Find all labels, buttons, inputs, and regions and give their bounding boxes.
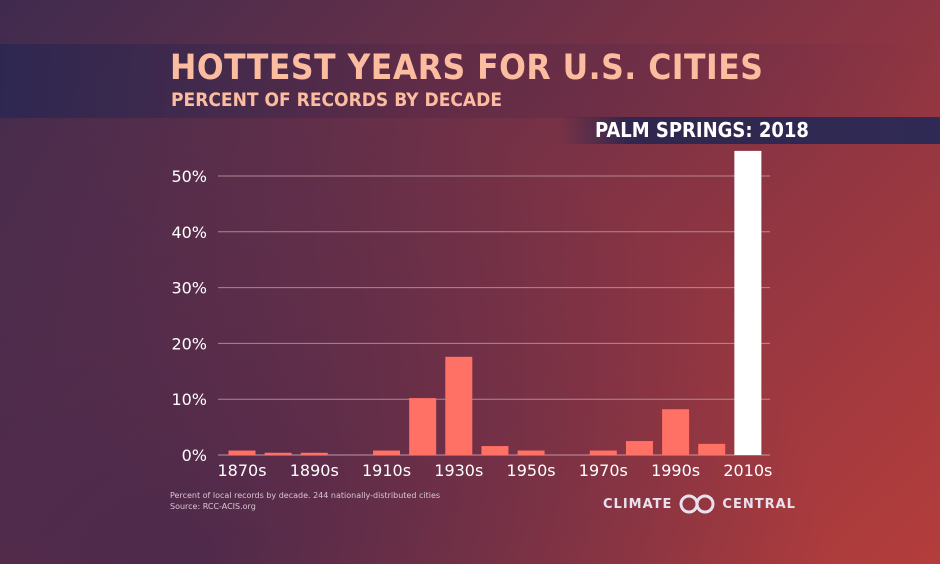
chart-subtitle: PERCENT OF RECORDS BY DECADE [171, 89, 503, 111]
y-tick-label: 40% [171, 223, 207, 242]
bar-1950s [517, 450, 545, 455]
chart-title: HOTTEST YEARS FOR U.S. CITIES [170, 48, 764, 88]
x-tick-label: 1970s [579, 461, 628, 480]
x-tick-label: 2010s [723, 461, 772, 480]
bar-1980s [625, 441, 653, 455]
y-tick-label: 0% [182, 446, 207, 465]
bar-1920s [409, 398, 437, 455]
climate-central-logo: CLIMATE CENTRAL [603, 494, 796, 514]
x-tick-label: 1930s [434, 461, 483, 480]
bar-1990s [662, 409, 690, 455]
y-tick-label: 30% [171, 279, 207, 298]
logo-text-right: CENTRAL [722, 496, 796, 512]
bar-1870s [228, 450, 256, 455]
y-tick-label: 10% [171, 390, 207, 409]
x-tick-label: 1950s [507, 461, 556, 480]
footnote-source: Source: RCC-ACIS.org [170, 502, 256, 511]
highlight-label: PALM SPRINGS: 2018 [595, 118, 809, 142]
logo-text-left: CLIMATE [603, 496, 673, 512]
highlight-band [560, 117, 940, 144]
climate-central-rings-icon [679, 494, 715, 514]
bar-1910s [373, 450, 401, 455]
bar-1940s [481, 446, 509, 455]
x-tick-label: 1870s [217, 461, 266, 480]
y-tick-label: 50% [171, 167, 207, 186]
bar-2000s [698, 443, 726, 455]
footnote-description: Percent of local records by decade. 244 … [170, 491, 441, 500]
bar-2010s [734, 150, 762, 455]
x-tick-label: 1890s [290, 461, 339, 480]
y-tick-label: 20% [171, 334, 207, 353]
bar-1880s [264, 452, 292, 455]
x-tick-label: 1990s [651, 461, 700, 480]
x-tick-label: 1910s [362, 461, 411, 480]
title-band [0, 44, 940, 118]
bar-1930s [445, 356, 473, 455]
bar-1970s [589, 450, 617, 455]
bar-1890s [300, 452, 328, 455]
